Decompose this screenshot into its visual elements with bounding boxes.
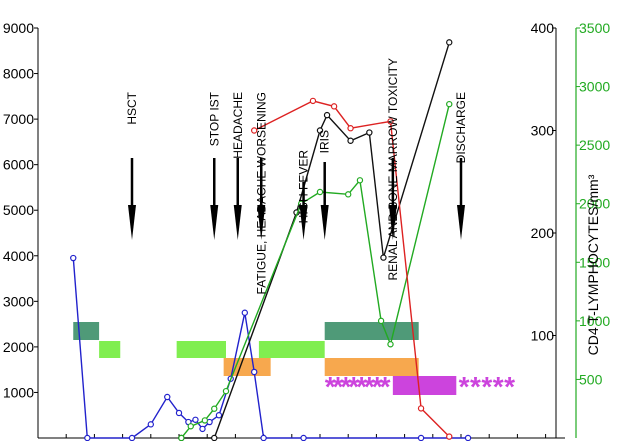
red-series-point [446,433,453,440]
green-tick-label: 2500 [579,137,610,153]
star-marker-row: ******** [325,371,391,402]
blue-series-point [241,309,248,316]
cd4-series-point [211,434,218,441]
red-series-point [250,127,258,134]
treatment-bar [99,341,121,358]
cd4-tick-label: 100 [531,328,555,344]
blue-series-point [147,421,154,428]
treatment-bar [324,322,419,340]
blue-series-point [199,425,206,433]
left-tick-label: 2000 [3,339,34,355]
treatment-bar [176,341,226,358]
green-series-point [201,417,209,424]
green-series-point [316,188,324,196]
cd4-tick-label: 200 [531,225,555,241]
event-arrow-head [457,205,465,240]
cd4-axis-title: CD4 T-LYMPHOCYTES/mm³ [585,174,601,355]
blue-series-point [128,434,136,441]
cd4-series-point [347,137,354,144]
cd4-series-point [323,111,331,119]
green-tick-label: 1000 [579,313,610,329]
treatment-bars [73,322,457,395]
green-series-point [356,177,364,184]
event-arrow-head [388,205,397,240]
event-arrow-head [320,205,329,240]
event-label: STOP IST [207,91,221,146]
event-label: HEADACHE [231,92,245,159]
event-label: DISCHARGE [454,92,468,163]
left-tick-label: 7000 [3,111,34,127]
blue-series-point [300,434,307,441]
cd4-tick-label: 400 [531,20,555,36]
cd4-series-point [316,127,324,134]
blue-series-point [164,393,171,401]
blue-series-point [464,434,472,441]
treatment-bar [324,358,419,376]
green-tick-label: 2000 [579,196,610,212]
event-label: IRIS [318,130,332,153]
left-tick-label: 8000 [3,66,34,82]
red-series-point [417,405,425,412]
left-tick-label: 6000 [3,157,34,173]
green-series-point [387,341,394,348]
blue-series-point [250,368,258,376]
event-arrow-head [128,205,136,240]
event-arrow-head [210,205,219,240]
event-arrow-head [257,205,266,240]
left-tick-label: 3000 [3,293,34,309]
axes: 9000 8000 7000 6000 5000 4000 3000 2000 1000 400 3… [3,20,610,439]
treatment-bar [258,341,325,358]
treatment-bar [392,376,457,395]
red-series-point [387,118,394,125]
cd4-series-point [446,39,453,46]
blue-series-point [70,254,77,262]
event-label: HSCT [125,91,139,124]
left-tick-label: 9000 [3,20,34,36]
green-series-point [446,100,453,108]
red-series-point [309,97,317,105]
green-series-point [222,387,230,395]
cd4-series-point [380,254,387,261]
blue-series-point [84,434,91,441]
event-arrow-head [233,205,242,240]
left-tick-label: 5000 [3,202,34,218]
green-tick-label: 3500 [579,20,610,36]
left-tick-label: 4000 [3,248,34,264]
blue-series-point [175,409,183,417]
cd4-tick-label: 300 [531,123,555,139]
green-series-point [377,317,385,325]
red-series-point [330,103,338,110]
star-markers: ******** ***** [325,371,515,402]
blue-series-point [192,416,199,423]
left-tick-label: 1000 [3,384,34,400]
cd4-series-point [366,129,373,136]
blue-series-point [417,434,425,441]
event-arrow-head [299,205,308,240]
blue-series-point [260,434,267,441]
green-series-point [178,434,185,441]
star-marker-row: ***** [459,371,515,402]
red-series-point [347,125,354,132]
blue-series-point [215,412,223,419]
green-series-point [187,423,194,430]
blue-series-line [72,258,469,439]
green-series-point [345,191,352,198]
green-tick-label: 3000 [579,79,610,95]
series-lines [70,39,472,441]
treatment-bar [223,358,271,376]
treatment-bar [73,322,100,340]
green-tick-label: 1500 [579,254,610,270]
green-series-point [211,405,218,412]
green-tick-label: 500 [579,371,603,387]
